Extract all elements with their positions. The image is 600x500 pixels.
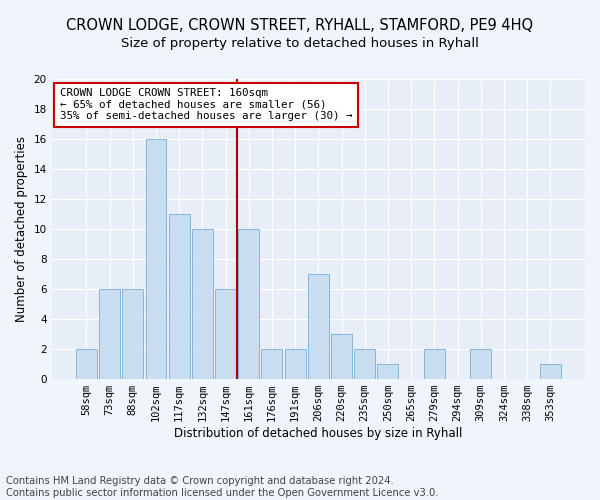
Y-axis label: Number of detached properties: Number of detached properties xyxy=(15,136,28,322)
Bar xyxy=(354,349,375,379)
Bar xyxy=(169,214,190,379)
Bar xyxy=(262,349,283,379)
Bar xyxy=(540,364,561,379)
Bar xyxy=(192,229,213,379)
Bar xyxy=(238,229,259,379)
Bar xyxy=(284,349,305,379)
Text: Contains HM Land Registry data © Crown copyright and database right 2024.
Contai: Contains HM Land Registry data © Crown c… xyxy=(6,476,439,498)
Text: CROWN LODGE CROWN STREET: 160sqm
← 65% of detached houses are smaller (56)
35% o: CROWN LODGE CROWN STREET: 160sqm ← 65% o… xyxy=(59,88,352,121)
Bar xyxy=(99,289,120,379)
Bar xyxy=(308,274,329,379)
Text: Size of property relative to detached houses in Ryhall: Size of property relative to detached ho… xyxy=(121,38,479,51)
Bar xyxy=(146,139,166,379)
Bar xyxy=(377,364,398,379)
Bar xyxy=(470,349,491,379)
Bar xyxy=(331,334,352,379)
Bar xyxy=(76,349,97,379)
Bar xyxy=(215,289,236,379)
Bar xyxy=(122,289,143,379)
Bar xyxy=(424,349,445,379)
Text: CROWN LODGE, CROWN STREET, RYHALL, STAMFORD, PE9 4HQ: CROWN LODGE, CROWN STREET, RYHALL, STAMF… xyxy=(67,18,533,32)
X-axis label: Distribution of detached houses by size in Ryhall: Distribution of detached houses by size … xyxy=(174,427,463,440)
